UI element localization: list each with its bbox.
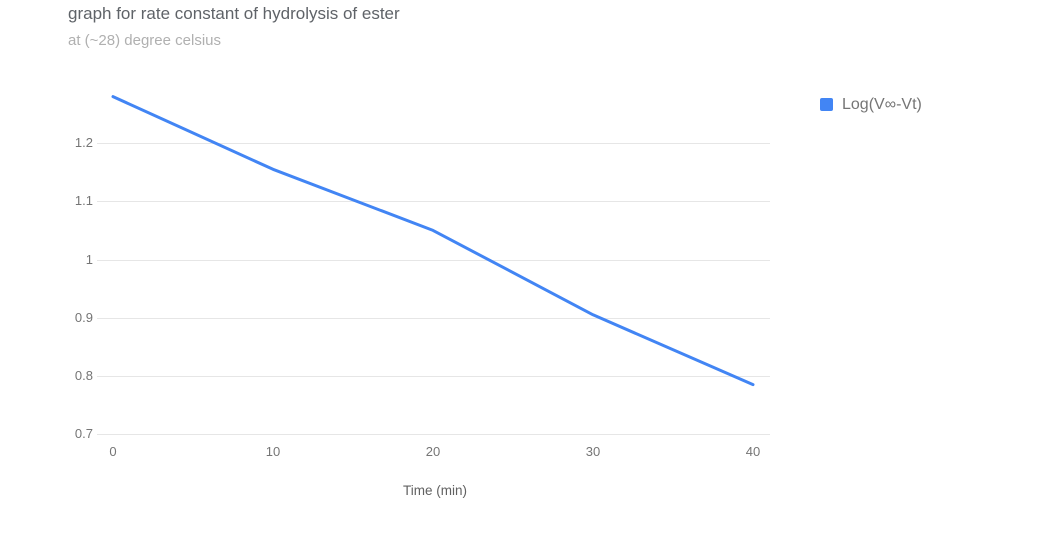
y-tick-label: 0.9 [74, 309, 93, 325]
y-tick-label: 1.2 [74, 135, 93, 151]
y-tick-label: 1.1 [74, 193, 93, 209]
y-tick-label: 0.8 [74, 367, 93, 383]
x-tick-label: 40 [745, 444, 761, 459]
x-tick-label: 20 [425, 444, 441, 459]
series-line [111, 95, 755, 387]
x-tick-label: 0 [109, 444, 117, 459]
plot-area [97, 85, 770, 435]
x-tick-label: 30 [585, 444, 601, 459]
legend: Log(V∞-Vt) [820, 95, 922, 115]
chart-subtitle: at (~28) degree celsius [68, 32, 222, 49]
x-axis-title: Time (min) [403, 483, 467, 498]
legend-swatch [820, 98, 833, 111]
y-tick-label: 0.7 [74, 426, 93, 441]
line-chart-svg [97, 95, 770, 435]
y-tick-label: 1 [85, 251, 93, 267]
x-tick-label: 10 [265, 444, 281, 459]
legend-series-label: Log(V∞-Vt) [842, 96, 922, 113]
chart-title: graph for rate constant of hydrolysis of… [68, 4, 400, 23]
